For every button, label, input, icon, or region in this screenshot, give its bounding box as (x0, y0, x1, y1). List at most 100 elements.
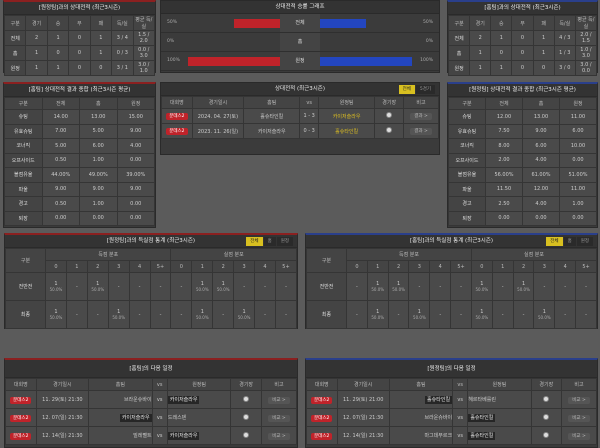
compare-button[interactable]: 비교 > (268, 432, 290, 440)
table-cell: 1 50.0% (233, 300, 256, 329)
result-button[interactable]: 결과 > (410, 128, 432, 135)
tab-2[interactable]: 원정 (276, 237, 293, 246)
soccer-ball-icon (243, 431, 250, 438)
header-row: 대회명 경기일시 홈팀 vs 원정팀 경기장 비고 (306, 378, 597, 391)
left-percent: 0% (167, 39, 175, 44)
table-cell: 0 (532, 60, 555, 76)
score: 0 - 3 (303, 128, 315, 134)
venue-cell (374, 123, 405, 139)
soccer-ball-icon (543, 395, 550, 402)
compare-button[interactable]: 비교 > (568, 396, 590, 404)
table-cell: - (346, 272, 368, 301)
league-cell: 분데스2 (306, 408, 338, 427)
column-header: 비고 (403, 96, 439, 109)
table-row: 분데스2 12. 07(일) 21:30 브라운슈바이 vs 홀슈타인킬 비교 > (306, 408, 597, 427)
note-cell: 비교 > (561, 390, 597, 409)
panel-title: [홈팀]의 다음 일정 (5, 360, 297, 378)
league-cell: 분데스2 (306, 426, 338, 445)
graph-row: 0% 홈 0% (161, 33, 439, 52)
home-team: 홀슈타인킬 (260, 113, 284, 120)
table-cell: 1.00 (559, 196, 597, 212)
tab-0[interactable]: 전체 (546, 237, 563, 246)
venue-cell (374, 108, 405, 124)
tab-1[interactable]: 홈 (563, 237, 576, 246)
tab-1[interactable]: 홈 (263, 237, 276, 246)
table-cell: 1 (469, 60, 492, 76)
away-team: 헤르타베를린 (468, 397, 496, 403)
table-cell: 1 50.0% (191, 300, 214, 329)
count: 1 (396, 281, 401, 287)
table-cell: 1 50.0% (387, 272, 410, 301)
table-cell: 9.00 (79, 181, 118, 197)
panel-title: [원정팀]과의 상대전적 (최근3시즌) (4, 2, 155, 15)
home-team: 마그데부르크 (424, 433, 453, 439)
count: 1 (200, 309, 204, 315)
league-cell: 분데스2 (161, 123, 193, 139)
bucket-header: 2 (212, 260, 235, 273)
count: - (159, 283, 162, 290)
table-cell: 0 (68, 45, 91, 61)
home-team: 카이저슬라우 (257, 128, 286, 135)
tab-1[interactable]: 5경기 (415, 85, 435, 94)
league-badge: 분데스2 (166, 113, 188, 120)
compare-button[interactable]: 비교 > (268, 396, 290, 404)
table-cell: 0.00 (485, 210, 523, 226)
table-cell: 퇴장 (448, 210, 486, 226)
table-cell: 2 (469, 30, 492, 46)
table-row: 전체 2 1 0 1 4 / 3 2.0 / 1.5 (447, 30, 598, 46)
away-team: 카이저슬라우 (167, 432, 200, 440)
tab-2[interactable]: 원정 (576, 237, 593, 246)
table-row: 슈팅 14.00 13.00 15.00 (4, 109, 155, 125)
soccer-ball-icon (243, 413, 250, 420)
column-header: 전체 (41, 97, 80, 110)
match-date: 2023. 11. 26(일) (197, 128, 239, 135)
table-cell: 경고 (448, 196, 486, 212)
score-cell: 1 - 3 (299, 108, 319, 124)
result-button[interactable]: 결과 > (410, 113, 432, 120)
table-cell: 1 50.0% (191, 272, 214, 301)
row-label: 전반전 (5, 272, 46, 301)
row-label: 최종 (5, 300, 46, 329)
table-row: 분데스2 2024. 04. 27(토) 홀슈타인킬 1 - 3 카이저슬라우 결과 > (161, 108, 439, 124)
column-header: 비고 (260, 378, 298, 391)
table-cell: - (533, 272, 556, 301)
table-cell: 1 50.0% (470, 272, 493, 301)
compare-button[interactable]: 비교 > (268, 414, 290, 422)
table-cell: - (107, 272, 130, 301)
column-header: 경기일시 (336, 378, 390, 391)
away-cell: 홀슈타인킬 (317, 123, 376, 139)
table-row: 분데스2 12. 14(일) 21:30 마그데부르크 vs 홀슈타인킬 비교 > (306, 426, 597, 445)
table-cell: 0.00 (559, 210, 597, 226)
percent: 50.0% (195, 287, 209, 292)
soccer-ball-icon (543, 431, 550, 438)
count: - (180, 283, 183, 290)
header-row: 대회명 경기일시 홈팀 vs 원정팀 경기장 비고 (5, 378, 298, 391)
count: 1 (117, 309, 121, 315)
bucket-header: 1 (491, 260, 514, 273)
table-cell: 14.00 (41, 109, 80, 125)
row-label: 원정 (280, 52, 320, 70)
percent: 50.0% (216, 287, 230, 292)
table-cell: 1 (469, 45, 492, 61)
tab-0[interactable]: 전체 (246, 237, 263, 246)
column-header: 원정팀 (166, 378, 232, 391)
column-header: 홈팀 (88, 378, 153, 391)
date-cell: 2023. 11. 26(일) (191, 123, 245, 139)
panel-title: [원정팀]과의 득실점 통계 (최근3시즌) 전체 홈 원정 (5, 235, 297, 248)
tab-0[interactable]: 전체 (398, 85, 415, 94)
table-cell: - (233, 272, 256, 301)
column-header: 패 (89, 15, 113, 31)
right-percent: 0% (425, 39, 433, 44)
compare-button[interactable]: 비교 > (568, 414, 590, 422)
table-cell: 1 50.0% (86, 272, 109, 301)
bucket-header: 5+ (575, 260, 597, 273)
percent: 50.0% (49, 315, 63, 320)
compare-button[interactable]: 비교 > (568, 432, 590, 440)
table-cell: 0.00 (116, 210, 155, 226)
table-cell: 0 (490, 45, 513, 61)
table-cell: 원정 (447, 60, 471, 76)
count: - (460, 283, 462, 290)
column-header: 득/실 (553, 15, 576, 31)
column-header: 득/실 (111, 15, 134, 31)
table-cell: 10.00 (559, 138, 597, 154)
